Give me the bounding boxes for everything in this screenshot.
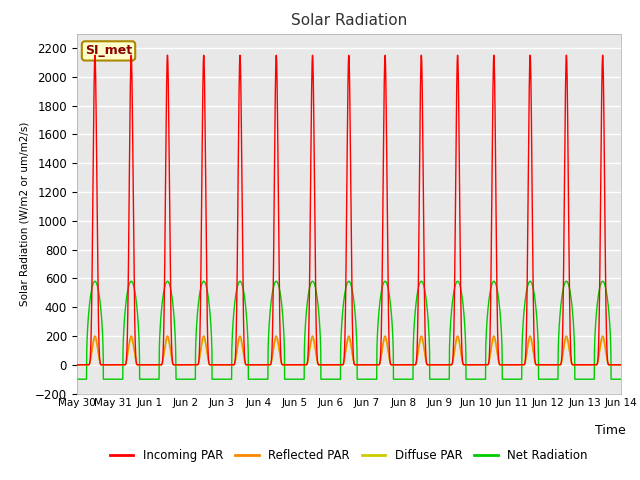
- X-axis label: Time: Time: [595, 424, 625, 437]
- Text: SI_met: SI_met: [85, 44, 132, 58]
- Title: Solar Radiation: Solar Radiation: [291, 13, 407, 28]
- Y-axis label: Solar Radiation (W/m2 or um/m2/s): Solar Radiation (W/m2 or um/m2/s): [19, 121, 29, 306]
- Legend: Incoming PAR, Reflected PAR, Diffuse PAR, Net Radiation: Incoming PAR, Reflected PAR, Diffuse PAR…: [105, 444, 593, 467]
